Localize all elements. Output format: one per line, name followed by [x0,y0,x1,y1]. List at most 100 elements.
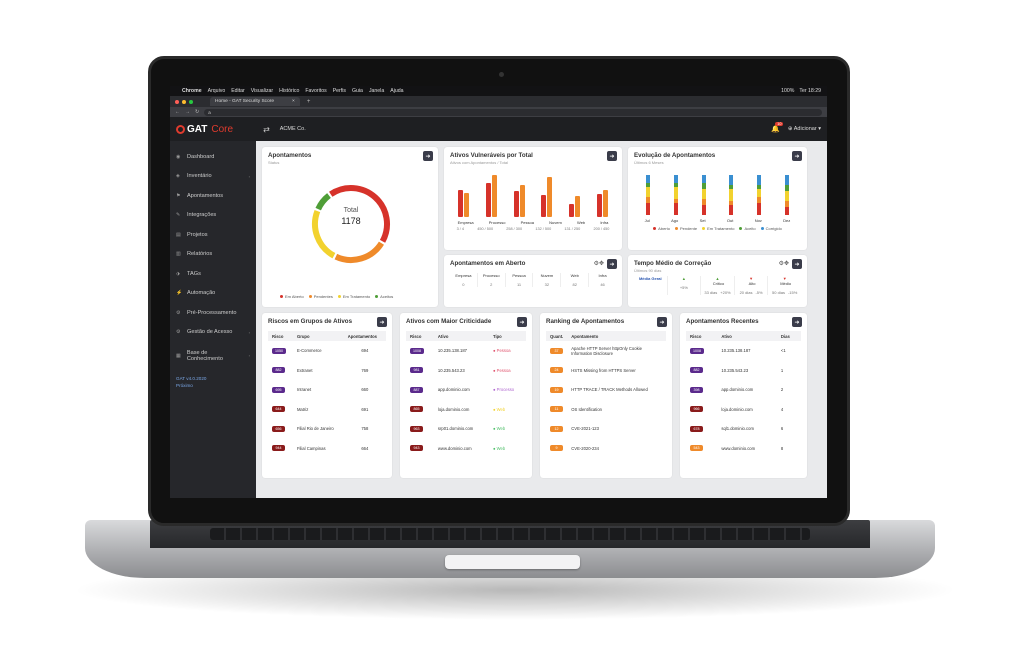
table-row[interactable]: 543 www.dominio.com 8 [686,439,801,459]
bar-segment[interactable] [645,183,650,187]
bar-red[interactable] [596,194,602,217]
bar-group[interactable] [568,195,580,217]
sidebar-item[interactable]: ⚙ Gestão de Acesso › [170,323,256,343]
bar-red[interactable] [568,203,574,217]
bar-segment[interactable] [729,205,734,215]
switch-company-icon[interactable]: ⇄ [263,124,270,134]
menu-item[interactable]: Favoritos [305,88,327,94]
sidebar-item[interactable]: ⚡ Automação [170,284,256,304]
open-arrow-icon[interactable]: ➜ [792,317,802,327]
bar-segment[interactable] [757,203,762,215]
bar-segment[interactable] [785,207,790,215]
sidebar-item[interactable]: ◈ Inventário › [170,167,256,187]
table-row[interactable]: 1050 E-Commerce 694 [268,341,386,361]
bar-segment[interactable] [757,189,762,197]
bar-red[interactable] [541,195,547,217]
browser-tab[interactable]: Home - GAT Security Score × [210,97,300,106]
bar-segment[interactable] [701,199,706,205]
donut-slice[interactable] [329,185,390,243]
gat-logo[interactable]: GAT Core [176,124,233,135]
sidebar-item[interactable]: ▥ Relatórios [170,245,256,265]
menu-item[interactable]: Arquivo [207,88,226,94]
app-name[interactable]: Chrome [182,88,202,94]
minimize-window-icon[interactable] [182,99,186,104]
bar-segment[interactable] [701,175,706,183]
sidebar-item[interactable]: ✎ Integrações [170,206,256,226]
bar-segment[interactable] [729,185,734,189]
sidebar-item[interactable]: ⚙ Pré-Processamento [170,303,256,323]
tab-close-icon[interactable]: × [292,99,295,104]
open-arrow-icon[interactable]: ➜ [607,259,617,269]
table-row[interactable]: 644 Matriz 691 [268,400,386,420]
donut-slice[interactable] [334,241,384,263]
bar-group[interactable] [458,189,470,217]
open-arrow-icon[interactable]: ➜ [423,151,433,161]
table-row[interactable]: 966 loja.dominio.com 4 [686,400,801,420]
bar-segment[interactable] [729,201,734,205]
bar-segment[interactable] [701,189,706,199]
table-row[interactable]: 9 CVE-2020-234 [546,439,666,459]
stacked-bar[interactable] [645,175,650,215]
donut-slice[interactable] [312,210,336,259]
bar-segment[interactable] [673,175,678,183]
forward-icon[interactable]: → [185,109,190,115]
table-row[interactable]: 943 www.dominio.com ● Web [406,439,526,459]
bar-segment[interactable] [645,203,650,215]
bar-group[interactable] [513,185,525,217]
donut-slice[interactable] [315,193,331,211]
bar-segment[interactable] [673,203,678,215]
bar-segment[interactable] [757,185,762,189]
open-column[interactable]: Nuvem 32 [533,273,562,287]
settings-icon[interactable]: ⚙✥ [593,261,604,267]
bar-segment[interactable] [701,205,706,215]
open-arrow-icon[interactable]: ➜ [517,317,527,327]
bar-orange[interactable] [491,175,497,217]
table-row[interactable]: 1008 10.235.138.187 ● Pessoa [406,341,526,361]
menu-item[interactable]: Histórico [279,88,300,94]
back-icon[interactable]: ← [175,109,180,115]
add-button[interactable]: ⊕ Adicionar ▾ [787,126,821,132]
bar-segment[interactable] [785,201,790,207]
bar-group[interactable] [596,189,608,217]
bar-segment[interactable] [785,191,790,201]
zoom-window-icon[interactable] [189,99,193,104]
open-arrow-icon[interactable]: ➜ [792,151,802,161]
open-arrow-icon[interactable]: ➜ [792,259,802,269]
bar-group[interactable] [541,176,553,217]
bar-segment[interactable] [673,187,678,199]
open-arrow-icon[interactable]: ➜ [377,317,387,327]
bar-segment[interactable] [757,175,762,185]
open-column[interactable]: Processo 2 [478,273,506,287]
sidebar-item[interactable]: ▤ Projetos [170,225,256,245]
table-row[interactable]: 963 srp01.dominio.com ● Web [406,419,526,439]
menu-item[interactable]: Visualizar [250,88,274,94]
table-row[interactable]: 24 HSTS Missing from HTTPS Server [546,361,666,381]
bar-orange[interactable] [519,185,525,217]
table-row[interactable]: 887 app.dominio.com ● Processo [406,380,526,400]
open-column[interactable]: Pessoa 11 [506,273,534,287]
bar-segment[interactable] [729,189,734,201]
address-bar[interactable]: a [204,108,822,116]
bar-group[interactable] [485,175,497,217]
bar-red[interactable] [485,182,491,217]
bar-segment[interactable] [757,197,762,203]
bar-red[interactable] [458,189,464,217]
menu-item[interactable]: Guia [351,88,363,94]
table-row[interactable]: 11 OS Identification [546,400,666,420]
table-row[interactable]: 398 app.dominio.com 2 [686,380,801,400]
table-row[interactable]: 882 Extranet 769 [268,361,386,381]
stacked-bar[interactable] [757,175,762,215]
open-column[interactable]: Infra 46 [589,273,616,287]
table-row[interactable]: 19 HTTP TRACE / TRACK Methods Allowed [546,380,666,400]
table-row[interactable]: 12 CVE-2021-123 [546,419,666,439]
company-selector[interactable]: ACME Co. [279,126,306,132]
table-row[interactable]: 865 loja.dominio.com ● Web [406,400,526,420]
menu-item[interactable]: Perfis [332,88,346,94]
open-arrow-icon[interactable]: ➜ [607,151,617,161]
bar-segment[interactable] [785,175,790,185]
reload-icon[interactable]: ↻ [195,109,200,115]
table-row[interactable]: 695 Intranet 660 [268,380,386,400]
stacked-bar[interactable] [729,175,734,215]
bar-segment[interactable] [645,187,650,197]
bar-orange[interactable] [574,195,580,217]
